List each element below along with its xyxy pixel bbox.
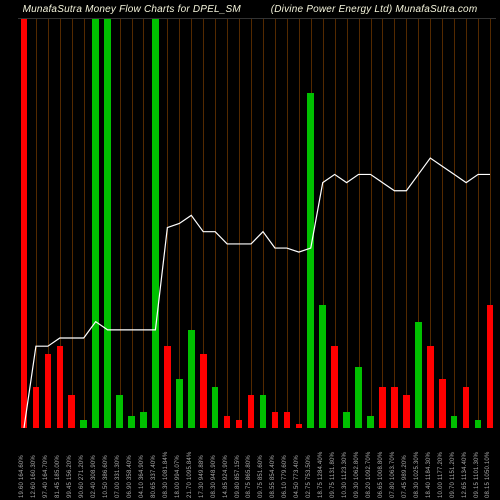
x-axis-label: 08.30 1025.30%	[414, 451, 420, 498]
x-axis-label: 10.30 1123.30%	[342, 452, 348, 498]
x-axis-label: 09.75 1131.80%	[330, 452, 336, 498]
x-axis-label: 06.10 779.60%	[282, 455, 288, 498]
x-axis-label: 08.75 865.80%	[246, 455, 252, 498]
x-axis-label: 06.90 358.40%	[127, 455, 133, 498]
money-flow-chart	[18, 18, 496, 428]
price-line	[18, 19, 496, 428]
x-axis-label: 04.50 773.40%	[294, 455, 300, 498]
x-axis-label: 10.00 1177.20%	[438, 452, 444, 498]
x-axis-label: 18.75 1284.40%	[318, 451, 324, 498]
x-axis-labels: 19.60 164.60% 12.60 160.30% 97.40 164.70% 8…	[18, 430, 496, 500]
x-axis-label: 04.10 364.90%	[139, 455, 145, 498]
x-axis-label: 07.00 331.30%	[115, 455, 121, 498]
x-axis-label: 12.60 160.30%	[31, 455, 37, 498]
x-axis-label: 10.50 386.60%	[103, 455, 109, 498]
x-axis-label: 02.40 308.90%	[91, 455, 97, 498]
x-axis-label: 17.30 949.88%	[199, 455, 205, 498]
x-axis-label: 08.30 948.90%	[211, 455, 217, 498]
x-axis-label: 09.80 857.15%	[235, 455, 241, 498]
x-axis-label: 08.20 1092.70%	[366, 451, 372, 498]
x-axis-label: 09.30 1062.80%	[354, 451, 360, 498]
x-axis-label: 09.70 1151.20%	[450, 452, 456, 498]
x-axis-label: 80.65 337.40%	[151, 455, 157, 498]
title-left: MunafaSutra Money Flow Charts for DPEL_S…	[23, 4, 241, 15]
x-axis-label: 08.55 854.40%	[270, 455, 276, 498]
x-axis-label: 09.15 1101.30%	[474, 452, 480, 498]
x-axis-label: 14.85 924.90%	[223, 455, 229, 498]
x-axis-label: 21.70 1095.84%	[187, 451, 193, 498]
x-axis-label: 08.15 1050.10%	[485, 451, 491, 498]
x-axis-label: 18.00 994.07%	[175, 455, 181, 498]
title-right: (Divine Power Energy Ltd) MunafaSutra.co…	[271, 4, 478, 15]
x-axis-label: 08.30 1081.84%	[163, 451, 169, 498]
x-axis-label: 02.75 753.50%	[306, 455, 312, 498]
x-axis-label: 12.65 1134.40%	[462, 452, 468, 498]
x-axis-label: 18.40 1184.30%	[426, 452, 432, 498]
x-axis-label: 19.60 164.60%	[19, 455, 25, 498]
x-axis-label: 97.40 164.70%	[43, 455, 49, 498]
x-axis-label: 07.45 989.20%	[402, 455, 408, 498]
x-axis-label: 06.65 1008.80%	[378, 451, 384, 498]
x-axis-label: 90.60 271.20%	[79, 455, 85, 498]
x-axis-label: 81.45 185.00%	[55, 455, 61, 498]
x-axis-label: 09.75 851.60%	[258, 455, 264, 498]
chart-title: MunafaSutra Money Flow Charts for DPEL_S…	[0, 4, 500, 15]
x-axis-label: 99.45 156.20%	[67, 455, 73, 498]
x-axis-label: 07.80 1063.70%	[390, 451, 396, 498]
